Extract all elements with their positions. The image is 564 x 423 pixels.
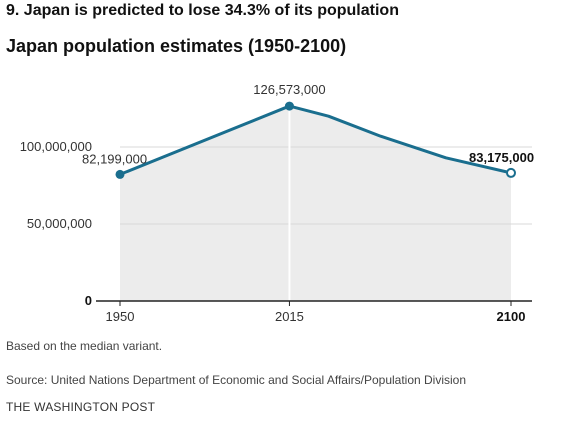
headline: 9. Japan is predicted to lose 34.3% of i…	[6, 2, 399, 19]
data-label: 82,199,000	[82, 151, 147, 166]
y-tick-label: 100,000,000	[20, 139, 92, 154]
area-fill	[120, 106, 511, 302]
data-label: 83,175,000	[469, 150, 534, 165]
data-label: 126,573,000	[253, 82, 325, 97]
x-tick-label: 1950	[106, 309, 135, 324]
footnote: Based on the median variant.	[6, 339, 163, 353]
data-point-marker	[284, 101, 294, 111]
x-tick-label: 2015	[275, 309, 304, 324]
y-tick-label: 0	[85, 293, 92, 308]
chart-title: Japan population estimates (1950-2100)	[6, 36, 347, 56]
series-line	[119, 104, 512, 176]
y-tick-label: 50,000,000	[27, 216, 92, 231]
data-point-marker	[506, 167, 516, 178]
population-chart: 0 50,000,000 100,000,000 1950 2015 2100 82,199…	[20, 82, 534, 324]
x-tick-label: 2100	[497, 309, 526, 324]
publisher-credit: THE WASHINGTON POST	[6, 400, 156, 414]
source-credit: Source: United Nations Department of Eco…	[6, 373, 467, 387]
data-point-marker	[115, 169, 125, 179]
